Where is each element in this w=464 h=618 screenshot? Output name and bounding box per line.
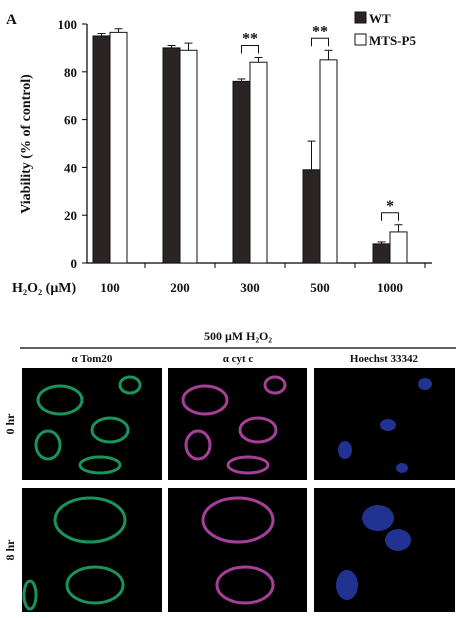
bar [179, 49, 198, 264]
error-bar [307, 140, 316, 170]
image [22, 488, 162, 612]
bar [319, 59, 338, 264]
column-header: α Tom20 [72, 353, 113, 365]
y-tick-label: 20 [64, 208, 77, 223]
bar [249, 61, 268, 264]
y-tick-label: 0 [71, 256, 78, 271]
panel-label: A [6, 12, 17, 28]
y-tick-label: 40 [64, 160, 77, 175]
x-tick-label: 200 [170, 280, 190, 295]
bar [389, 231, 408, 264]
row-label: 8 hr [3, 539, 17, 561]
legend-label: MTS-P5 [369, 33, 416, 48]
bar [302, 169, 321, 264]
error-bar [184, 42, 193, 51]
error-bar [167, 45, 176, 48]
x-axis-label: H₂O₂ (μM) [12, 281, 76, 296]
micrographs [22, 368, 455, 612]
image [168, 488, 307, 612]
cells-green [22, 375, 142, 611]
x-tick-label: 300 [240, 280, 260, 295]
error-bar [394, 224, 403, 232]
bar [372, 243, 391, 264]
error-bar [114, 28, 123, 33]
error-bar [97, 33, 106, 36]
significance-bracket [311, 37, 329, 47]
significance-label: ** [312, 23, 328, 40]
significance-bracket [241, 44, 259, 54]
x-tick-label: 100 [100, 280, 120, 295]
error-bar [237, 78, 246, 82]
legend-label: WT [369, 11, 391, 26]
y-axis-label: Viability (% of control) [19, 74, 34, 214]
error-bar [254, 56, 263, 63]
y-tick-label: 100 [58, 17, 78, 32]
significance-bracket [381, 212, 399, 221]
error-bar [324, 49, 333, 60]
cells-magenta [181, 375, 287, 605]
legend-swatch [354, 11, 367, 24]
y-tick-label: 80 [64, 65, 77, 80]
legend-swatch [354, 33, 367, 46]
x-tick-label: 500 [310, 280, 330, 295]
significance-label: * [386, 198, 394, 215]
bar [109, 31, 128, 264]
bar [92, 35, 111, 264]
x-tick-label: 1000 [377, 280, 403, 295]
column-header: α cyt c [223, 353, 254, 365]
row-label: 0 hr [3, 413, 17, 435]
nuclei [336, 378, 432, 600]
panel-title: 500 μM H₂O₂ [204, 329, 272, 343]
error-bar [377, 241, 386, 244]
column-header: Hoechst 33342 [350, 353, 419, 365]
bar [232, 80, 251, 264]
bar [162, 47, 181, 264]
y-tick-label: 60 [64, 113, 77, 128]
significance-label: ** [242, 30, 258, 47]
